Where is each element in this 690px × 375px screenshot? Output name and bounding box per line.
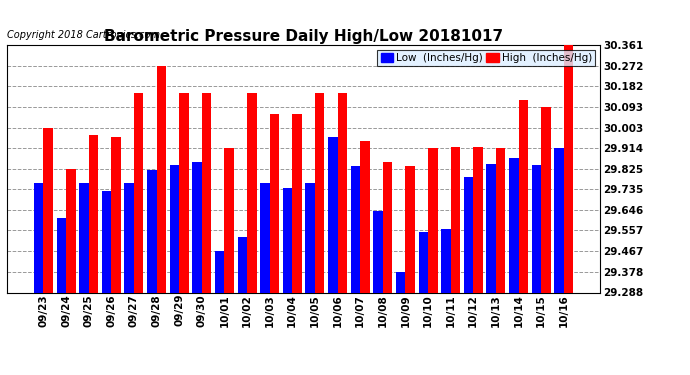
- Bar: [509, 158, 519, 292]
- Bar: [351, 166, 360, 292]
- Bar: [293, 114, 302, 292]
- Bar: [201, 93, 211, 292]
- Bar: [541, 107, 551, 292]
- Bar: [215, 251, 224, 292]
- Bar: [34, 183, 43, 292]
- Bar: [88, 135, 98, 292]
- Bar: [124, 183, 134, 292]
- Bar: [224, 148, 234, 292]
- Bar: [360, 141, 370, 292]
- Bar: [79, 183, 88, 292]
- Bar: [147, 170, 157, 292]
- Bar: [519, 100, 528, 292]
- Bar: [57, 217, 66, 292]
- Bar: [315, 93, 324, 292]
- Bar: [337, 93, 347, 292]
- Bar: [428, 148, 437, 292]
- Bar: [157, 66, 166, 292]
- Bar: [66, 169, 75, 292]
- Bar: [564, 45, 573, 292]
- Bar: [441, 229, 451, 292]
- Bar: [111, 138, 121, 292]
- Bar: [193, 162, 201, 292]
- Bar: [383, 162, 393, 292]
- Bar: [554, 148, 564, 292]
- Bar: [283, 188, 293, 292]
- Bar: [373, 211, 383, 292]
- Bar: [406, 166, 415, 292]
- Bar: [396, 272, 406, 292]
- Bar: [237, 237, 247, 292]
- Bar: [179, 93, 188, 292]
- Bar: [134, 93, 144, 292]
- Bar: [328, 138, 337, 292]
- Bar: [43, 128, 53, 292]
- Title: Barometric Pressure Daily High/Low 20181017: Barometric Pressure Daily High/Low 20181…: [104, 29, 503, 44]
- Legend: Low  (Inches/Hg), High  (Inches/Hg): Low (Inches/Hg), High (Inches/Hg): [377, 50, 595, 66]
- Bar: [260, 183, 270, 292]
- Bar: [473, 147, 483, 292]
- Bar: [451, 147, 460, 292]
- Bar: [306, 183, 315, 292]
- Bar: [496, 148, 506, 292]
- Bar: [419, 232, 428, 292]
- Text: Copyright 2018 Cartronics.com: Copyright 2018 Cartronics.com: [7, 30, 160, 40]
- Bar: [170, 165, 179, 292]
- Bar: [270, 114, 279, 292]
- Bar: [486, 164, 496, 292]
- Bar: [247, 93, 257, 292]
- Bar: [464, 177, 473, 292]
- Bar: [532, 165, 541, 292]
- Bar: [101, 190, 111, 292]
